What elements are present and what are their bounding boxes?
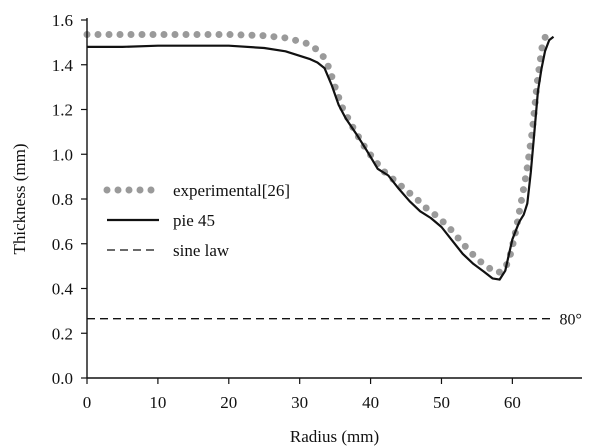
- y-tick-label: 1.2: [52, 101, 73, 120]
- y-tick-label: 0.4: [52, 280, 74, 299]
- x-ticks: 0 10 20 30 40 50 60: [83, 378, 521, 412]
- x-tick-label: 30: [291, 393, 308, 412]
- y-tick-label: 1.6: [52, 11, 73, 30]
- y-tick-label: 0.0: [52, 369, 73, 388]
- legend-label-sine-law: sine law: [173, 241, 230, 260]
- y-tick-label: 0.2: [52, 324, 73, 343]
- y-axis-title: Thickness (mm): [10, 144, 29, 255]
- x-axis-title: Radius (mm): [290, 427, 379, 446]
- y-tick-label: 1.4: [52, 56, 74, 75]
- sine-law-angle-annotation: 80°: [560, 312, 582, 329]
- x-tick-label: 60: [504, 393, 521, 412]
- y-tick-label: 1.0: [52, 145, 73, 164]
- series-line-pie-45: [87, 35, 555, 281]
- y-tick-label: 0.8: [52, 190, 73, 209]
- x-tick-label: 40: [362, 393, 379, 412]
- y-ticks: 0.0 0.2 0.4 0.6 0.8 1.0 1.2 1.4 1.6: [52, 11, 87, 388]
- x-tick-label: 10: [149, 393, 166, 412]
- x-tick-label: 20: [220, 393, 237, 412]
- legend-label-experimental-26: experimental[26]: [173, 181, 290, 200]
- y-tick-label: 0.6: [52, 235, 73, 254]
- x-tick-label: 0: [83, 393, 92, 412]
- x-tick-label: 50: [433, 393, 450, 412]
- legend: experimental[26] pie 45 sine law: [103, 181, 290, 260]
- plot-area: [83, 26, 555, 320]
- legend-label-pie-45: pie 45: [173, 211, 215, 230]
- series-line-experimental-26: [83, 26, 553, 277]
- axes: [86, 18, 582, 379]
